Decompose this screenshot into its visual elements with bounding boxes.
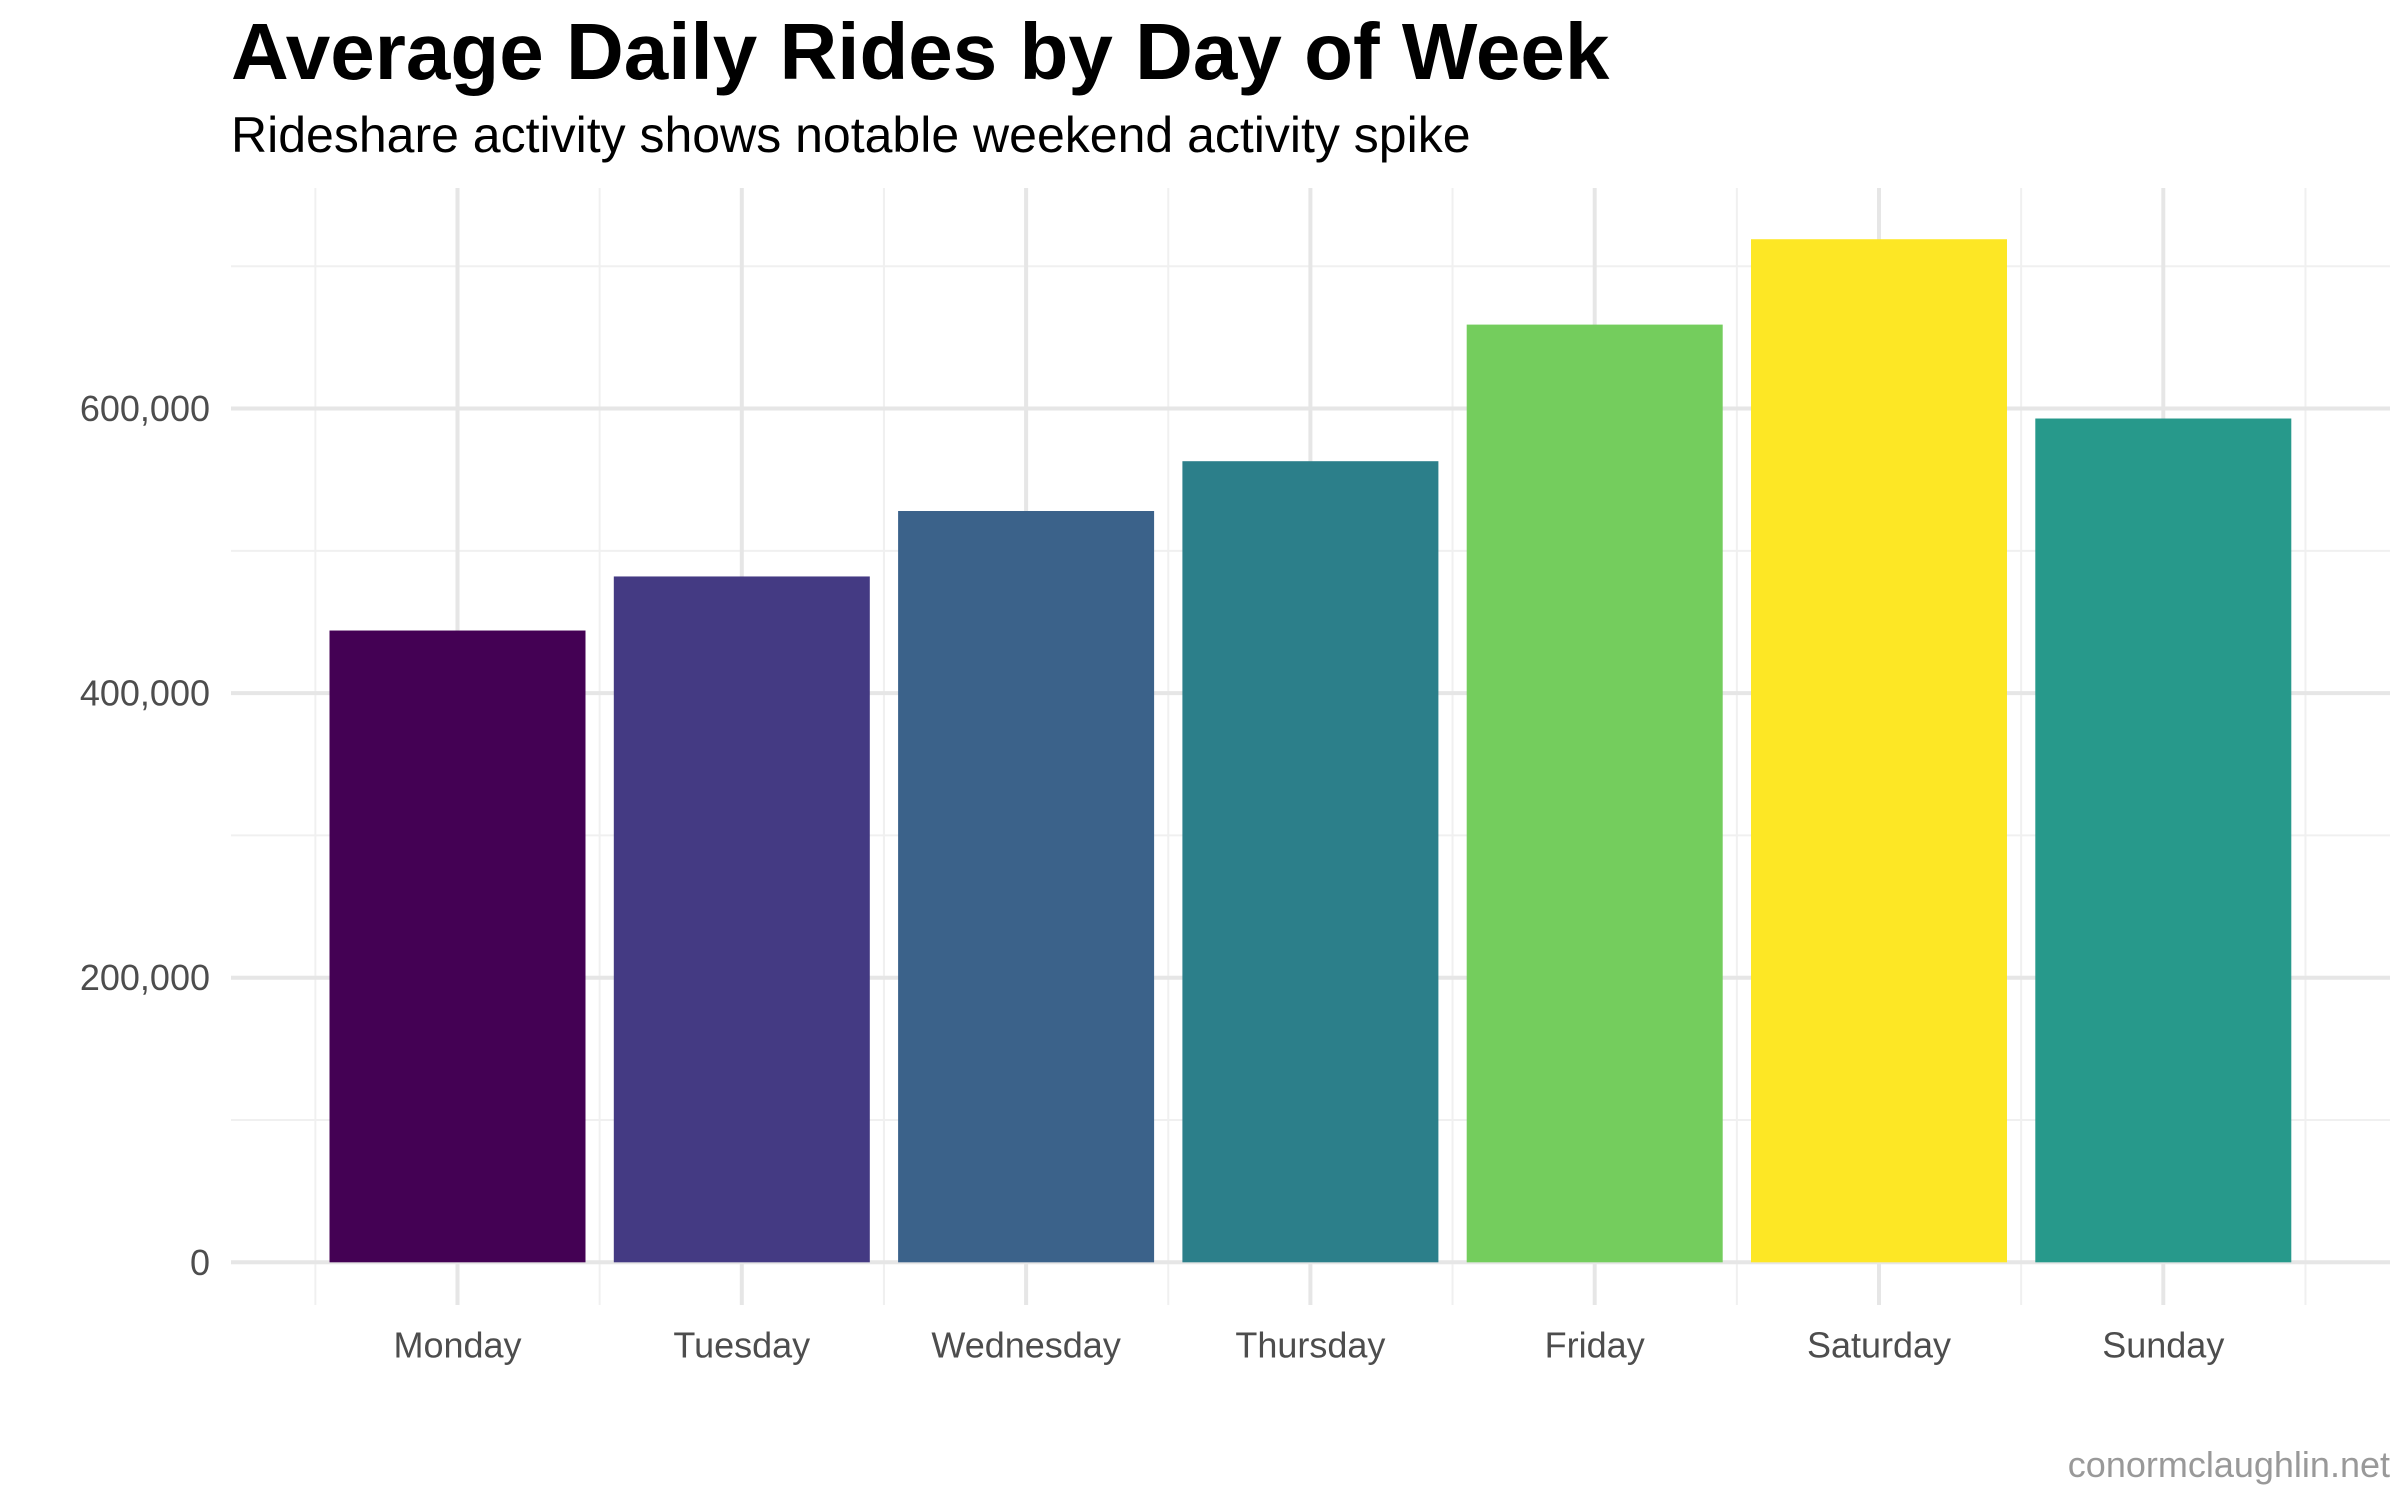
x-tick-label: Tuesday xyxy=(673,1325,810,1366)
y-tick-label: 200,000 xyxy=(80,957,210,998)
x-tick-label: Thursday xyxy=(1235,1325,1385,1366)
x-tick-label: Wednesday xyxy=(931,1325,1120,1366)
x-tick-label: Saturday xyxy=(1807,1325,1951,1366)
bar-thursday xyxy=(1182,461,1439,1263)
chart-title: Average Daily Rides by Day of Week xyxy=(231,7,1610,96)
y-tick-label: 400,000 xyxy=(80,673,210,714)
y-tick-label: 0 xyxy=(190,1242,210,1283)
bar-monday xyxy=(329,630,586,1263)
chart-subtitle: Rideshare activity shows notable weekend… xyxy=(231,107,1471,163)
bars xyxy=(329,239,2292,1263)
bar-sunday xyxy=(2035,418,2292,1263)
x-tick-label: Sunday xyxy=(2102,1325,2224,1366)
bar-wednesday xyxy=(898,511,1155,1263)
bar-friday xyxy=(1466,324,1723,1263)
x-tick-label: Monday xyxy=(393,1325,521,1366)
bar-saturday xyxy=(1751,239,2007,1263)
y-tick-label: 600,000 xyxy=(80,388,210,429)
bar-tuesday xyxy=(613,576,870,1263)
chart-caption: conormclaughlin.net xyxy=(2067,1444,2390,1485)
y-axis: 0 200,000 400,000 600,000 xyxy=(80,388,210,1283)
x-tick-label: Friday xyxy=(1545,1325,1645,1366)
x-axis: Monday Tuesday Wednesday Thursday Friday Satu… xyxy=(393,1325,2224,1366)
